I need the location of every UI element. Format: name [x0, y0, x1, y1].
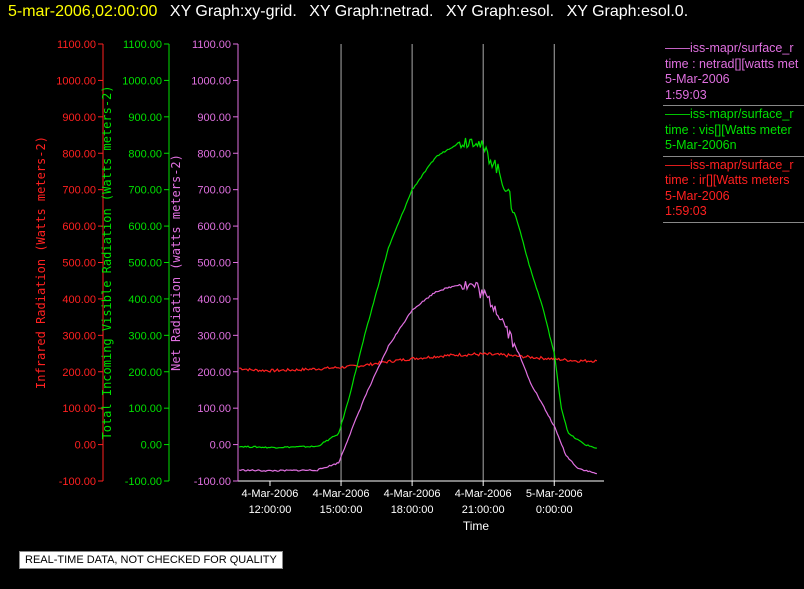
y-tick-label-net: 800.00: [197, 148, 231, 160]
x-tick-label-time: 12:00:00: [249, 504, 292, 516]
graph-name-xy-grid: XY Graph:xy-grid.: [169, 3, 297, 20]
legend-entry-2: ——iss-mapr/surface_r time : vis[][Watts m…: [663, 106, 804, 157]
legend-line: ——iss-mapr/surface_r: [665, 107, 794, 121]
y-tick-label-net: 300.00: [197, 330, 231, 342]
x-tick-label-time: 0:00:00: [536, 504, 573, 516]
y-tick-label-net: 600.00: [197, 221, 231, 233]
y-axis-label-net: Net Radiation (watts meters-2): [169, 154, 183, 371]
x-tick-label-time: 21:00:00: [462, 504, 505, 516]
y-tick-label-vis: 1000.00: [122, 75, 162, 87]
x-tick-label-date: 4-Mar-2006: [384, 488, 441, 500]
legend-line: ——iss-mapr/surface_r: [665, 41, 794, 55]
series-line-vis: [239, 137, 597, 449]
legend-line: 1:59:03: [665, 87, 707, 102]
legend-line: 5-Mar-2006: [665, 188, 730, 203]
timestamp: 5-mar-2006,02:00:00: [8, 3, 158, 20]
y-tick-label-net: 900.00: [197, 112, 231, 124]
y-tick-label-vis: 100.00: [128, 403, 162, 415]
y-tick-label-ir: 200.00: [62, 367, 96, 379]
y-tick-label-ir: 900.00: [62, 112, 96, 124]
x-axis-label: Time: [463, 519, 490, 533]
legend-line: time : vis[][Watts meter: [665, 122, 792, 137]
x-tick-label-date: 5-Mar-2006: [526, 488, 583, 500]
legend-line: 1:59:03: [665, 204, 707, 218]
y-tick-label-ir: 1000.00: [56, 75, 96, 87]
graph-name-esol-0: XY Graph:esol.0.: [566, 3, 689, 20]
y-tick-label-ir: 600.00: [62, 221, 96, 233]
x-tick-label-date: 4-Mar-2006: [242, 488, 299, 500]
y-tick-label-ir: 700.00: [62, 185, 96, 197]
y-tick-label-vis: 0.00: [141, 440, 162, 452]
y-tick-label-vis: 700.00: [128, 185, 162, 197]
x-tick-label-date: 4-Mar-2006: [313, 488, 370, 500]
title-bar: 5-mar-2006,02:00:00 XY Graph:xy-grid. XY…: [8, 3, 688, 21]
series-line-ir: [239, 352, 598, 373]
y-tick-label-net: 200.00: [197, 367, 231, 379]
y-tick-label-net: 1000.00: [191, 75, 231, 87]
y-tick-label-ir: 0.00: [75, 440, 96, 452]
x-tick-label-time: 15:00:00: [320, 504, 363, 516]
graph-name-netrad: XY Graph:netrad.: [309, 3, 434, 20]
legend: ——iss-mapr/surface_r time : netrad[][watt…: [663, 40, 804, 223]
y-tick-label-net: 1100.00: [192, 39, 231, 51]
y-tick-label-vis: -100.00: [125, 476, 162, 488]
y-tick-label-net: 700.00: [197, 185, 231, 197]
legend-entry-1: ——iss-mapr/surface_r time : netrad[][watt…: [663, 40, 804, 106]
y-tick-label-net: 400.00: [197, 294, 231, 306]
y-tick-label-vis: 600.00: [128, 221, 162, 233]
y-tick-label-net: 0.00: [210, 440, 231, 452]
legend-line: ——iss-mapr/surface_r: [665, 157, 794, 172]
y-tick-label-ir: 500.00: [62, 258, 96, 270]
y-tick-label-vis: 400.00: [128, 294, 162, 306]
legend-line: 5-Mar-2006: [665, 72, 730, 86]
graph-name-esol: XY Graph:esol.: [445, 3, 555, 20]
y-tick-label-vis: 800.00: [128, 148, 162, 160]
x-tick-label-date: 4-Mar-2006: [455, 488, 512, 500]
legend-line: time : netrad[][watts met: [665, 56, 799, 71]
legend-line: 5-Mar-2006n: [665, 138, 737, 152]
y-tick-label-ir: 800.00: [62, 148, 96, 160]
series-line-net: [239, 281, 598, 475]
quality-notice: REAL-TIME DATA, NOT CHECKED FOR QUALITY: [19, 551, 283, 569]
y-axis-label-vis: Total Incoming Visible Radiation (Watts …: [100, 85, 114, 439]
legend-line: time : ir[][Watts meters: [665, 173, 790, 187]
y-tick-label-ir: 400.00: [62, 294, 96, 306]
legend-entry-3: ——iss-mapr/surface_r time : ir[][Watts me…: [663, 157, 804, 223]
y-tick-label-ir: 100.00: [62, 403, 96, 415]
y-tick-label-net: 500.00: [197, 258, 231, 270]
y-tick-label-vis: 1100.00: [123, 39, 162, 51]
x-tick-label-time: 18:00:00: [391, 504, 434, 516]
y-tick-label-vis: 200.00: [128, 367, 162, 379]
y-tick-label-ir: 300.00: [62, 330, 96, 342]
y-axis-label-ir: Infrared Radiation (Watts meters-2): [34, 136, 48, 389]
y-tick-label-ir: 1100.00: [57, 39, 96, 51]
y-tick-label-vis: 300.00: [128, 330, 162, 342]
y-tick-label-ir: -100.00: [59, 476, 96, 488]
y-tick-label-net: -100.00: [194, 476, 231, 488]
y-tick-label-vis: 500.00: [128, 258, 162, 270]
y-tick-label-vis: 900.00: [128, 112, 162, 124]
y-tick-label-net: 100.00: [197, 403, 231, 415]
